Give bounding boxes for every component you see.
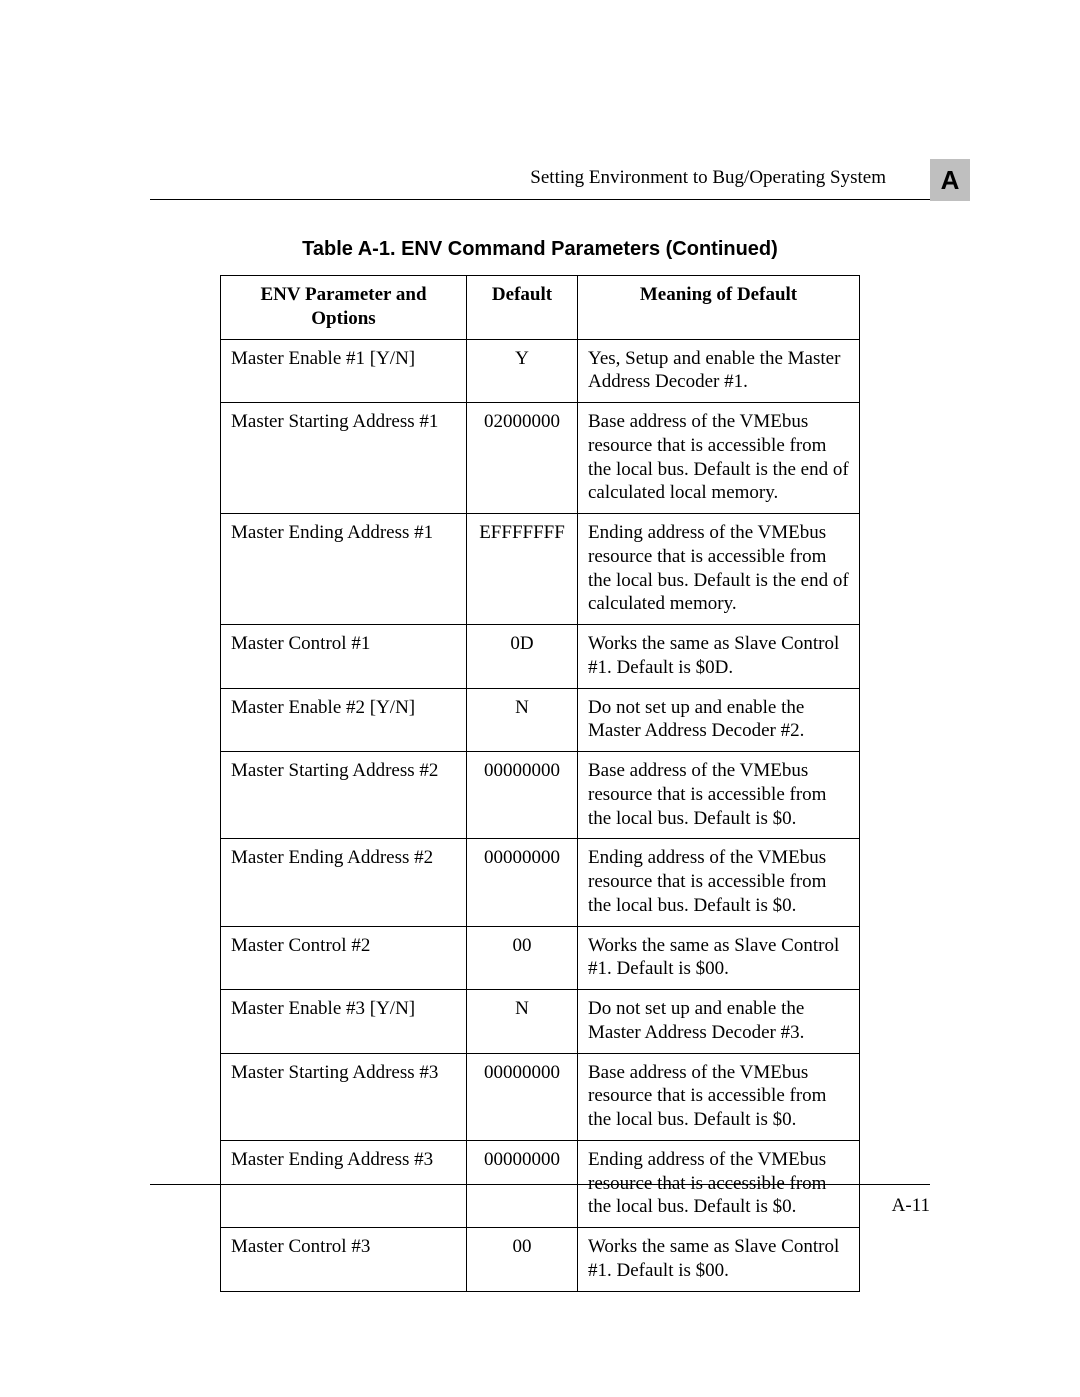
cell-default: 00 xyxy=(467,1228,578,1292)
table-row: Master Enable #3 [Y/N] N Do not set up a… xyxy=(221,990,860,1054)
running-head: Setting Environment to Bug/Operating Sys… xyxy=(530,167,886,189)
section-tab: A xyxy=(930,159,970,201)
cell-default: 00000000 xyxy=(467,752,578,839)
cell-default: EFFFFFFF xyxy=(467,514,578,625)
table-row: Master Starting Address #2 00000000 Base… xyxy=(221,752,860,839)
table-row: Master Control #1 0D Works the same as S… xyxy=(221,625,860,689)
cell-meaning: Works the same as Slave Control #1. Defa… xyxy=(578,625,860,689)
page: Setting Environment to Bug/Operating Sys… xyxy=(0,0,1080,1397)
cell-default: 0D xyxy=(467,625,578,689)
table-caption: Table A-1. ENV Command Parameters (Conti… xyxy=(150,238,930,261)
table-row: Master Control #2 00 Works the same as S… xyxy=(221,926,860,990)
cell-param: Master Ending Address #1 xyxy=(221,514,467,625)
cell-default: 02000000 xyxy=(467,403,578,514)
cell-param: Master Control #3 xyxy=(221,1228,467,1292)
cell-param: Master Enable #1 [Y/N] xyxy=(221,339,467,403)
page-number: A-11 xyxy=(150,1195,930,1217)
col-header-param: ENV Parameter and Options xyxy=(221,276,467,340)
cell-param: Master Control #1 xyxy=(221,625,467,689)
table-row: Master Enable #2 [Y/N] N Do not set up a… xyxy=(221,688,860,752)
cell-param: Master Starting Address #1 xyxy=(221,403,467,514)
cell-meaning: Do not set up and enable the Master Addr… xyxy=(578,688,860,752)
cell-default: 00000000 xyxy=(467,839,578,926)
cell-meaning: Ending address of the VMEbus resource th… xyxy=(578,514,860,625)
table-row: Master Enable #1 [Y/N] Y Yes, Setup and … xyxy=(221,339,860,403)
cell-meaning: Yes, Setup and enable the Master Address… xyxy=(578,339,860,403)
table-header-row: ENV Parameter and Options Default Meanin… xyxy=(221,276,860,340)
table-row: Master Control #3 00 Works the same as S… xyxy=(221,1228,860,1292)
cell-meaning: Base address of the VMEbus resource that… xyxy=(578,403,860,514)
table-row: Master Ending Address #1 EFFFFFFF Ending… xyxy=(221,514,860,625)
cell-default: N xyxy=(467,688,578,752)
cell-meaning: Works the same as Slave Control #1. Defa… xyxy=(578,1228,860,1292)
cell-default: 00 xyxy=(467,926,578,990)
cell-default: Y xyxy=(467,339,578,403)
table-row: Master Ending Address #2 00000000 Ending… xyxy=(221,839,860,926)
cell-meaning: Base address of the VMEbus resource that… xyxy=(578,752,860,839)
cell-default: N xyxy=(467,990,578,1054)
cell-meaning: Do not set up and enable the Master Addr… xyxy=(578,990,860,1054)
page-header: Setting Environment to Bug/Operating Sys… xyxy=(150,165,930,201)
cell-param: Master Starting Address #2 xyxy=(221,752,467,839)
col-header-default: Default xyxy=(467,276,578,340)
footer-rule xyxy=(150,1184,930,1185)
cell-param: Master Ending Address #2 xyxy=(221,839,467,926)
table-row: Master Starting Address #1 02000000 Base… xyxy=(221,403,860,514)
cell-meaning: Base address of the VMEbus resource that… xyxy=(578,1053,860,1140)
col-header-meaning: Meaning of Default xyxy=(578,276,860,340)
cell-param: Master Enable #2 [Y/N] xyxy=(221,688,467,752)
cell-meaning: Ending address of the VMEbus resource th… xyxy=(578,839,860,926)
cell-param: Master Control #2 xyxy=(221,926,467,990)
cell-param: Master Enable #3 [Y/N] xyxy=(221,990,467,1054)
cell-default: 00000000 xyxy=(467,1053,578,1140)
env-params-table: ENV Parameter and Options Default Meanin… xyxy=(220,275,860,1292)
table-body: Master Enable #1 [Y/N] Y Yes, Setup and … xyxy=(221,339,860,1291)
table-row: Master Starting Address #3 00000000 Base… xyxy=(221,1053,860,1140)
cell-meaning: Works the same as Slave Control #1. Defa… xyxy=(578,926,860,990)
page-footer: A-11 xyxy=(150,1184,930,1217)
cell-param: Master Starting Address #3 xyxy=(221,1053,467,1140)
